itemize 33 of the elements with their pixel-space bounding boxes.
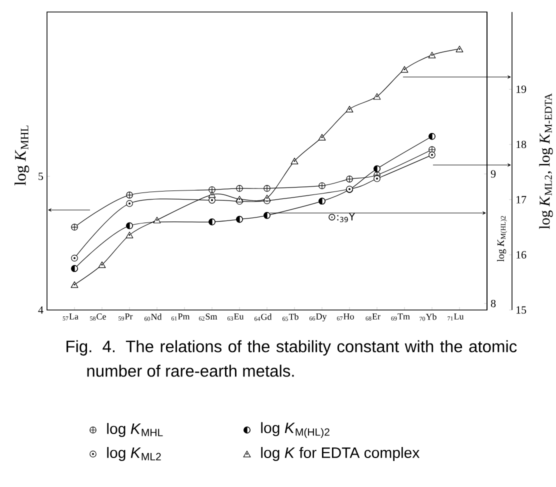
x-tick-label: $_{61}$Pm — [172, 314, 190, 320]
x-tick-label: $_{70}$Yb — [420, 314, 436, 321]
y-tick-label: 4 — [38, 306, 44, 314]
y2-tick-label: 8 — [490, 300, 496, 308]
x-tick-label: $_{60}$Nd — [144, 314, 162, 321]
x-tick-label: $_{64}$Gd — [254, 314, 272, 321]
annotation: ⊙:$_{39}$Y — [328, 213, 356, 222]
x-tick-label: $_{58}$Ce — [90, 314, 106, 321]
x-tick-label: $_{71}$Lu — [448, 314, 464, 320]
x-tick-label: $_{65}$Tb — [282, 314, 298, 321]
y2-axis-title: log K$_{M(HL)2}$ — [497, 216, 507, 262]
y-axis-title: log K$_{MHL}$ — [14, 126, 30, 186]
x-tick-label: $_{57}$La — [62, 314, 78, 320]
x-tick-label: $_{59}$Pr — [118, 314, 133, 320]
y3-tick-label: 19 — [516, 86, 526, 93]
legend-label: log K$_{M(HL)2}$ — [261, 422, 330, 438]
y3-tick-label: 18 — [516, 140, 526, 148]
x-tick-label: $_{62}$Sm — [199, 314, 218, 321]
caption: Fig. 4. The relations of the stability constant with the atomic number of rare-earth metals. — [66, 340, 517, 377]
legend-label: log K for EDTA complex — [261, 447, 420, 461]
x-tick-label: $_{68}$Er — [366, 314, 380, 320]
legend-label: log K$_{ML2}$ — [107, 447, 161, 461]
y3-tick-label: 17 — [516, 196, 526, 204]
y3-tick-label: 15 — [516, 306, 526, 314]
x-tick-label: $_{66}$Dy — [310, 314, 327, 322]
y3-tick-label: 16 — [516, 251, 526, 259]
x-tick-label: $_{63}$Eu — [228, 314, 244, 320]
y2-tick-label: 9 — [490, 170, 496, 178]
y3-axis-title: log K$_{ML2}$, log K$_{M-EDTA}$ — [539, 93, 553, 230]
x-tick-label: $_{69}$Tm — [391, 314, 410, 320]
x-tick-label: $_{67}$Ho — [337, 314, 354, 320]
y-tick-label: 5 — [38, 172, 44, 180]
legend-label: log K$_{MHL}$ — [107, 423, 163, 437]
